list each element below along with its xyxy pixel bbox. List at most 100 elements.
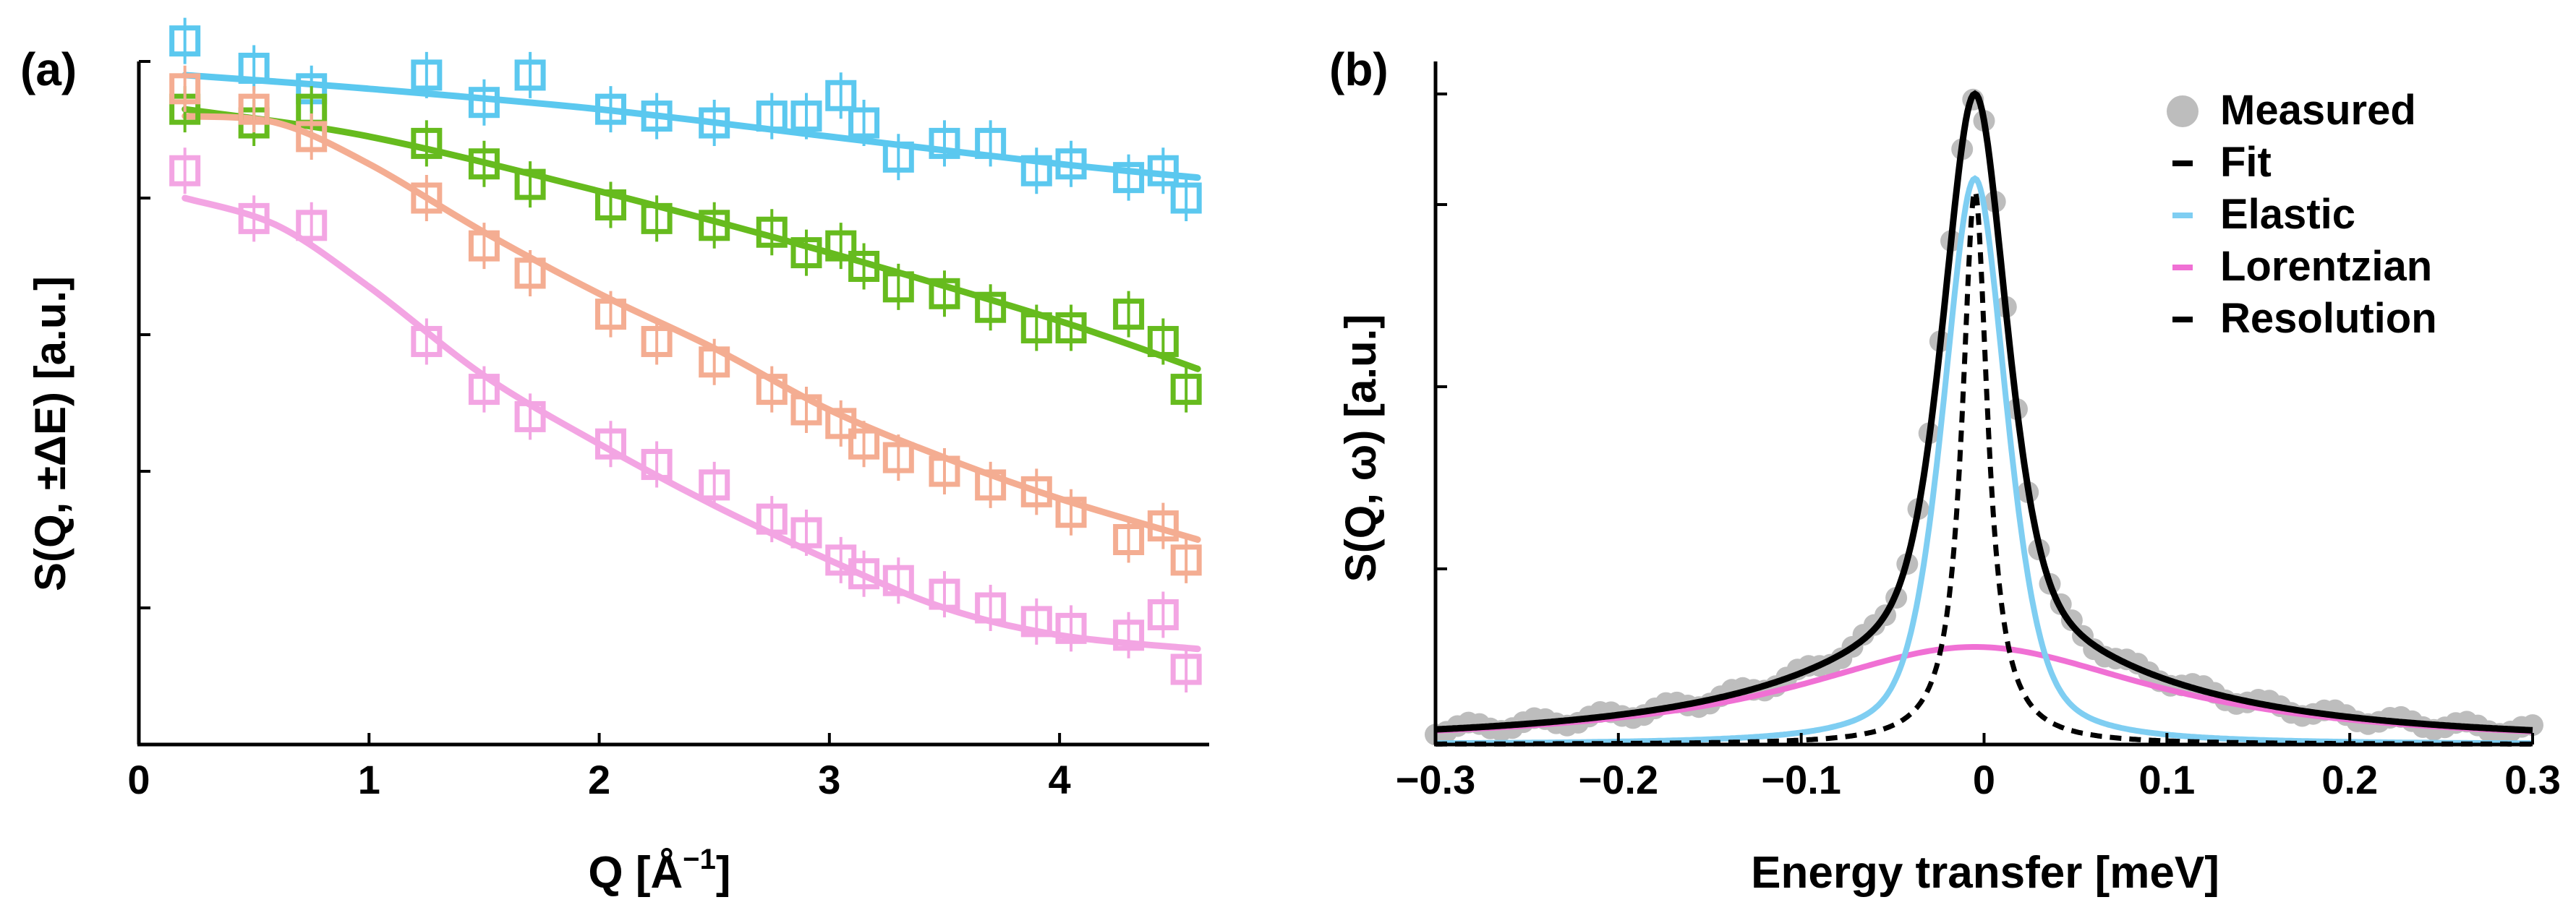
panel-a-point xyxy=(1020,155,1052,186)
panel-a-point xyxy=(238,52,270,84)
panel-a-points xyxy=(169,17,1202,693)
panel-a-point xyxy=(296,121,328,153)
panel-a-point xyxy=(641,325,673,357)
panel-b-x-tick-label: −0.3 xyxy=(1396,757,1476,802)
panel-a-point xyxy=(1055,497,1087,528)
panel-a-x-tick-label: 4 xyxy=(1049,757,1071,802)
panel-a-x-axis-label-sup: −1 xyxy=(683,844,716,875)
panel-a-point xyxy=(1055,312,1087,344)
panel-b-x-tick-label: 0.1 xyxy=(2138,757,2195,802)
panel-a-point xyxy=(411,127,443,159)
panel-a-point xyxy=(169,25,201,57)
panel-a-point xyxy=(1170,374,1202,406)
panel-a-point xyxy=(790,237,822,269)
panel-a-y-axis-label: S(Q, ±ΔE) [a.u.] xyxy=(26,276,74,591)
panel-a-point xyxy=(296,210,328,241)
panel-b-curves xyxy=(1435,90,2533,747)
panel-a-point xyxy=(975,469,1007,501)
panel-a-point xyxy=(699,210,730,241)
panel-a-point xyxy=(514,400,546,432)
panel-a-point xyxy=(641,100,673,132)
panel-a-fits xyxy=(182,72,1201,653)
panel-a-point xyxy=(882,442,914,473)
panel-a-point xyxy=(975,127,1007,159)
panel-a-fit-line-4 xyxy=(182,194,1201,653)
panel-a-point xyxy=(1055,612,1087,644)
panel-a-point xyxy=(929,578,960,610)
panel-a-point xyxy=(169,73,201,105)
panel-a-point xyxy=(1147,155,1179,186)
panel-a-point xyxy=(929,455,960,487)
panel-a-point xyxy=(825,80,857,111)
panel-a-x-axis-label: Q [Å−1] xyxy=(588,844,730,898)
panel-a-point xyxy=(790,100,822,132)
legend-entry-label: Lorentzian xyxy=(2220,243,2432,290)
panel-b: (b) −0.3 −0.2 −0.1 0 0.1 0.2 0.3 S(Q, ω) [a.u.… xyxy=(1329,43,2561,898)
panel-b-x-axis-label: Energy transfer [meV] xyxy=(1751,848,2219,898)
panel-a-x-axis-label-main: Q [Å xyxy=(588,848,683,898)
panel-a-point xyxy=(882,565,914,596)
panel-a-point xyxy=(848,251,880,282)
panel-a-fit-line-1 xyxy=(182,72,1201,181)
panel-a-point xyxy=(1147,599,1179,630)
panel-a-point xyxy=(848,558,880,590)
panel-b-legend: Measured Fit Elastic Lorentzian Resolution xyxy=(2167,87,2437,342)
panel-b-label: (b) xyxy=(1329,43,1389,95)
panel-a-fit-line-3 xyxy=(182,113,1201,543)
legend-entry-label: Measured xyxy=(2220,87,2416,134)
panel-a-point xyxy=(825,408,857,439)
panel-a-point xyxy=(1020,606,1052,638)
panel-a-point xyxy=(1170,544,1202,576)
panel-a-point xyxy=(1020,312,1052,344)
panel-a-point xyxy=(882,141,914,173)
panel-a: (a) 0 1 2 3 4 S(Q, ±ΔE) [a.u.] Q [Å−1] xyxy=(20,17,1209,898)
panel-a-point xyxy=(411,182,443,214)
panel-a-point xyxy=(514,168,546,200)
panel-a-point xyxy=(790,517,822,549)
panel-b-x-tick-label: −0.2 xyxy=(1579,757,1659,802)
panel-a-point xyxy=(594,428,626,460)
panel-a-point xyxy=(1113,162,1145,194)
legend-entry-label: Fit xyxy=(2220,139,2272,186)
panel-a-point xyxy=(848,428,880,460)
panel-a-point xyxy=(756,374,788,406)
panel-b-x-tick-label: 0 xyxy=(1973,757,1995,802)
panel-a-point xyxy=(514,59,546,91)
panel-a-point xyxy=(641,202,673,234)
panel-a-point xyxy=(790,394,822,426)
panel-b-x-tick-label: 0.3 xyxy=(2504,757,2561,802)
panel-a-point xyxy=(594,93,626,125)
panel-a-point xyxy=(699,107,730,139)
panel-a-point xyxy=(411,325,443,357)
panel-a-point xyxy=(699,346,730,378)
panel-a-x-axis-label-end: ] xyxy=(716,848,731,898)
panel-a-point xyxy=(641,449,673,481)
panel-a-axes: 0 1 2 3 4 xyxy=(127,60,1209,802)
panel-b-fit-line xyxy=(1435,90,2533,734)
panel-a-point xyxy=(238,93,270,125)
panel-a-point xyxy=(468,87,500,119)
panel-a-x-tick-label: 0 xyxy=(127,757,150,802)
panel-b-y-axis-label: S(Q, ω) [a.u.] xyxy=(1336,314,1385,583)
panel-a-point xyxy=(756,100,788,132)
panel-a-point xyxy=(238,202,270,234)
panel-a-point xyxy=(594,299,626,330)
panel-a-point xyxy=(1020,476,1052,507)
panel-a-point xyxy=(699,469,730,501)
panel-a-point xyxy=(756,216,788,248)
panel-a-point xyxy=(1147,510,1179,542)
panel-a-point xyxy=(929,127,960,159)
panel-b-x-tick-label: 0.2 xyxy=(2321,757,2378,802)
panel-a-point xyxy=(1113,299,1145,330)
panel-a-point xyxy=(756,503,788,535)
panel-a-point xyxy=(1113,524,1145,555)
panel-a-label: (a) xyxy=(20,43,77,95)
panel-a-x-tick-label: 3 xyxy=(818,757,840,802)
panel-a-point xyxy=(594,189,626,220)
legend-marker-measured xyxy=(2167,95,2198,127)
panel-a-point xyxy=(1113,619,1145,651)
panel-a-point xyxy=(411,59,443,91)
panel-b-x-tick-label: −0.1 xyxy=(1761,757,1841,802)
panel-a-point xyxy=(825,230,857,262)
panel-a-point xyxy=(468,374,500,406)
